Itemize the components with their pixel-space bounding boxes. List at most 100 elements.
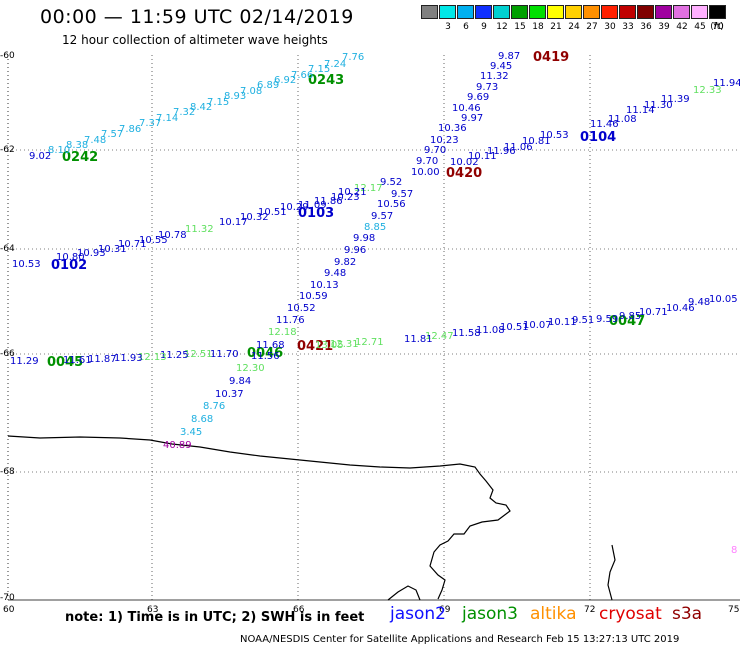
wave-height-label: 7.15 — [308, 64, 331, 75]
wave-height-label: 9.52 — [380, 177, 403, 188]
wave-height-label: 11.14 — [626, 105, 655, 116]
wave-height-label: 10.71 — [639, 307, 668, 318]
coastline — [7, 435, 511, 600]
wave-height-label: 10.53 — [12, 259, 41, 270]
wave-height-label: 10.46 — [666, 303, 695, 314]
lat-label: -64 — [0, 244, 15, 254]
wave-height-label: 10.11 — [548, 317, 577, 328]
legend-label: 18 — [532, 22, 544, 32]
wave-height-label: 8.10 — [48, 145, 71, 156]
gridlines — [8, 55, 740, 600]
footer-note: note: 1) Time is in UTC; 2) SWH is in fe… — [65, 610, 365, 625]
wave-height-label: 7.76 — [342, 52, 365, 63]
legend-label: 27 — [586, 22, 598, 32]
legend-label: 39 — [658, 22, 670, 32]
map-subtitle: 12 hour collection of altimeter wave hei… — [62, 33, 328, 47]
legend-swatch — [547, 5, 564, 19]
wave-height-label: 11.56 — [251, 351, 280, 362]
wave-height-label: 8.85 — [364, 222, 387, 233]
legend-swatch — [691, 5, 708, 19]
pass-time-label: 0104 — [580, 130, 617, 145]
wave-height-label: 10.51 — [500, 322, 529, 333]
satellite-s3a: s3a — [672, 604, 703, 624]
wave-height-label: 11.06 — [504, 142, 533, 153]
wave-height-label: 8 — [731, 545, 738, 556]
wave-height-label: 7.14 — [156, 113, 179, 124]
wave-height-label: 9.69 — [467, 92, 490, 103]
lat-label: -60 — [0, 51, 15, 61]
wave-height-label: 7.15 — [207, 97, 230, 108]
pass-time-label: 0419 — [533, 50, 570, 65]
satellite-altika: altika — [530, 604, 577, 624]
legend-swatch — [565, 5, 582, 19]
map-title: 00:00 — 11:59 UTC 02/14/2019 — [40, 6, 354, 28]
wave-height-label: 12.71 — [355, 337, 384, 348]
legend-label: 12 — [496, 22, 508, 32]
wave-height-label: 10.23 — [430, 135, 459, 146]
pass-time-label: 0242 — [62, 150, 99, 165]
wave-height-label: 10.05 — [709, 294, 738, 305]
wave-height-label: 12.47 — [425, 331, 454, 342]
wave-height-label: 10.46 — [452, 103, 481, 114]
wave-height-label: 11.29 — [10, 356, 39, 367]
legend-swatch — [475, 5, 492, 19]
wave-height-label: 11.81 — [404, 334, 433, 345]
wave-height-label: 9.98 — [353, 233, 376, 244]
legend-label: 6 — [463, 22, 469, 32]
wave-height-label: 8.76 — [203, 401, 226, 412]
wave-height-label: 12.13 — [138, 352, 167, 363]
legend-label: 45 — [694, 22, 706, 32]
wave-height-label: 11.93 — [114, 353, 143, 364]
wave-height-label: 12.18 — [268, 327, 297, 338]
legend-swatch — [439, 5, 456, 19]
wave-height-label: 11.25 — [160, 350, 189, 361]
wave-height-label: 10.51 — [258, 207, 287, 218]
wave-height-label: 12.51 — [184, 349, 213, 360]
wave-height-label: 10.07 — [523, 320, 552, 331]
lon-label: 60 — [3, 605, 15, 615]
wave-height-label: 11.86 — [314, 196, 343, 207]
legend-label: 36 — [640, 22, 652, 32]
legend-swatch — [421, 5, 438, 19]
wave-height-label: 6.92 — [274, 75, 297, 86]
wave-height-label: 8.68 — [191, 414, 214, 425]
legend-label: 42 — [676, 22, 688, 32]
wave-height-label: 11.46 — [590, 119, 619, 130]
lat-label: -62 — [0, 145, 15, 155]
pass-time-label: 0421 — [297, 339, 334, 354]
credit-line: NOAA/NESDIS Center for Satellite Applica… — [240, 634, 680, 645]
wave-height-label: 10.23 — [331, 192, 360, 203]
pass-time-label: 0102 — [51, 258, 88, 273]
wave-height-label: 10.55 — [139, 235, 168, 246]
wave-height-label: 11.58 — [452, 328, 481, 339]
wave-height-label: 11.32 — [185, 224, 214, 235]
wave-height-label: 9.51 — [572, 315, 595, 326]
legend-swatch — [709, 5, 726, 19]
wave-height-label: 11.08 — [608, 114, 637, 125]
wave-height-label: 8.42 — [190, 102, 213, 113]
color-legend: 3 6 9 12 15 18 21 24 27 30 33 36 39 42 45 70 (ft) — [421, 5, 729, 35]
wave-height-label: 12.17 — [354, 183, 383, 194]
wave-height-label: 11.39 — [661, 94, 690, 105]
pass-time-label: 0103 — [298, 206, 335, 221]
wave-height-label: 10.53 — [540, 130, 569, 141]
wave-height-label: 10.11 — [468, 151, 497, 162]
wave-height-label: 7.48 — [84, 135, 107, 146]
wave-height-label: 10.31 — [98, 244, 127, 255]
legend-label: 70 — [712, 22, 724, 32]
wave-height-label: 9.70 — [424, 145, 447, 156]
legend-label: 9 — [481, 22, 487, 32]
wave-height-label: 10.80 — [56, 252, 85, 263]
wave-height-label: 10.13 — [310, 280, 339, 291]
legend-label: 33 — [622, 22, 634, 32]
pass-time-label: 0420 — [446, 166, 483, 181]
wave-height-label: 10.56 — [377, 199, 406, 210]
legend-swatch — [655, 5, 672, 19]
legend-label: 3 — [445, 22, 451, 32]
wave-height-label: 10.93 — [77, 248, 106, 259]
lat-label: -66 — [0, 349, 15, 359]
wave-height-label: 12.30 — [236, 363, 265, 374]
satellite-cryosat: cryosat — [599, 604, 662, 624]
wave-height-label: 11.61 — [63, 355, 92, 366]
